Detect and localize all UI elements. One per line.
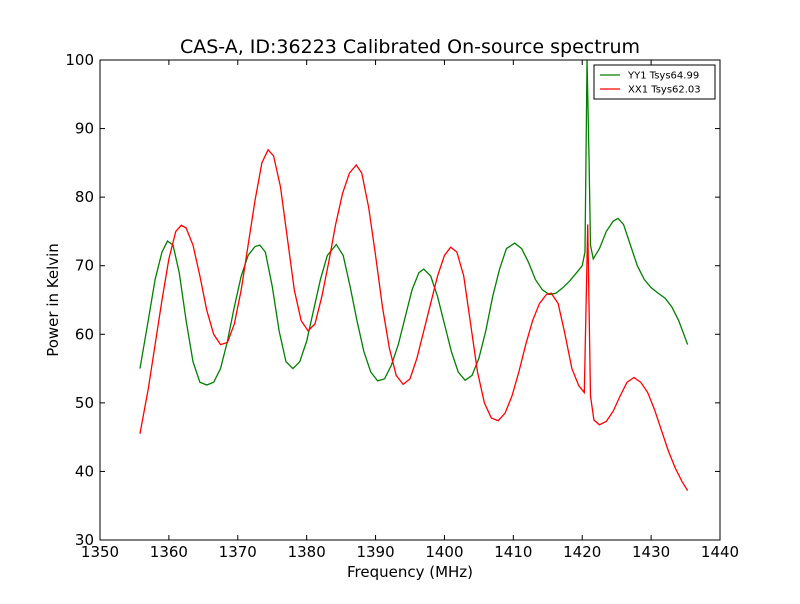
x-tick-label: 1400: [425, 543, 463, 561]
plot-area-frame: [99, 59, 721, 541]
chart-legend: YY1 Tsys64.99 XX1 Tsys62.03: [593, 64, 716, 100]
axis-ticks: 1350 1360 1370 1380 1390 1400 1410 1420 1430 1440…: [65, 51, 739, 561]
x-tick-label: 1350: [81, 543, 119, 561]
legend-box: [593, 64, 716, 100]
chart-title: CAS-A, ID:36223 Calibrated On-source spe…: [180, 36, 640, 58]
y-tick-label: 30: [75, 531, 94, 549]
x-tick-label: 1420: [563, 543, 601, 561]
y-axis-label: Power in Kelvin: [44, 243, 62, 357]
x-tick-label: 1430: [632, 543, 670, 561]
x-tick-label: 1370: [219, 543, 257, 561]
y-tick-label: 90: [75, 120, 94, 138]
x-tick-label: 1410: [494, 543, 532, 561]
x-tick-label: 1440: [701, 543, 739, 561]
legend-entry-label: XX1 Tsys62.03: [628, 85, 701, 96]
y-tick-label: 100: [65, 51, 94, 69]
series-layer: [139, 59, 689, 491]
y-tick-label: 80: [75, 188, 94, 206]
y-tick-label: 60: [75, 325, 94, 343]
y-tick-label: 40: [75, 462, 94, 480]
x-axis-label: Frequency (MHz): [347, 563, 473, 581]
legend-entry-label: YY1 Tsys64.99: [627, 71, 699, 82]
series-line-1: [139, 59, 689, 386]
y-tick-label: 50: [75, 394, 94, 412]
series-line-2: [139, 148, 689, 491]
x-tick-label: 1390: [356, 543, 394, 561]
x-tick-label: 1360: [150, 543, 188, 561]
y-tick-label: 70: [75, 257, 94, 275]
x-tick-label: 1380: [288, 543, 326, 561]
